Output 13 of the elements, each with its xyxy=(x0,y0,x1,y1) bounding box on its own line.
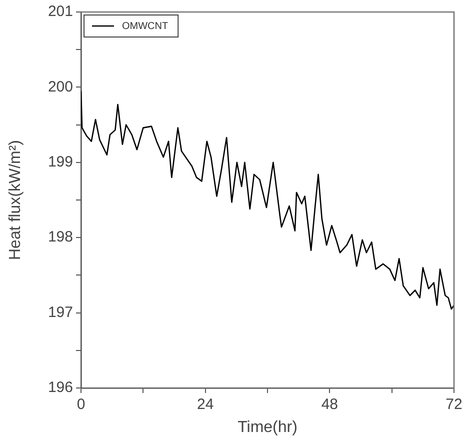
y-tick-label: 198 xyxy=(48,228,73,246)
x-tick-label: 72 xyxy=(446,396,462,414)
y-tick-label: 196 xyxy=(48,379,73,396)
x-tick-label: 24 xyxy=(196,396,214,414)
x-axis-title: Time(hr) xyxy=(238,418,298,436)
y-tick-label: 197 xyxy=(48,304,73,321)
y-axis-title: Heat flux(kW/m²) xyxy=(7,140,24,260)
legend-label: OMWCNT xyxy=(122,20,168,32)
y-tick-label: 201 xyxy=(48,3,73,20)
y-tick-label: 199 xyxy=(48,154,73,171)
x-tick-label: 0 xyxy=(76,396,86,414)
y-tick-label: 200 xyxy=(48,78,73,96)
x-tick-label: 48 xyxy=(321,396,338,414)
